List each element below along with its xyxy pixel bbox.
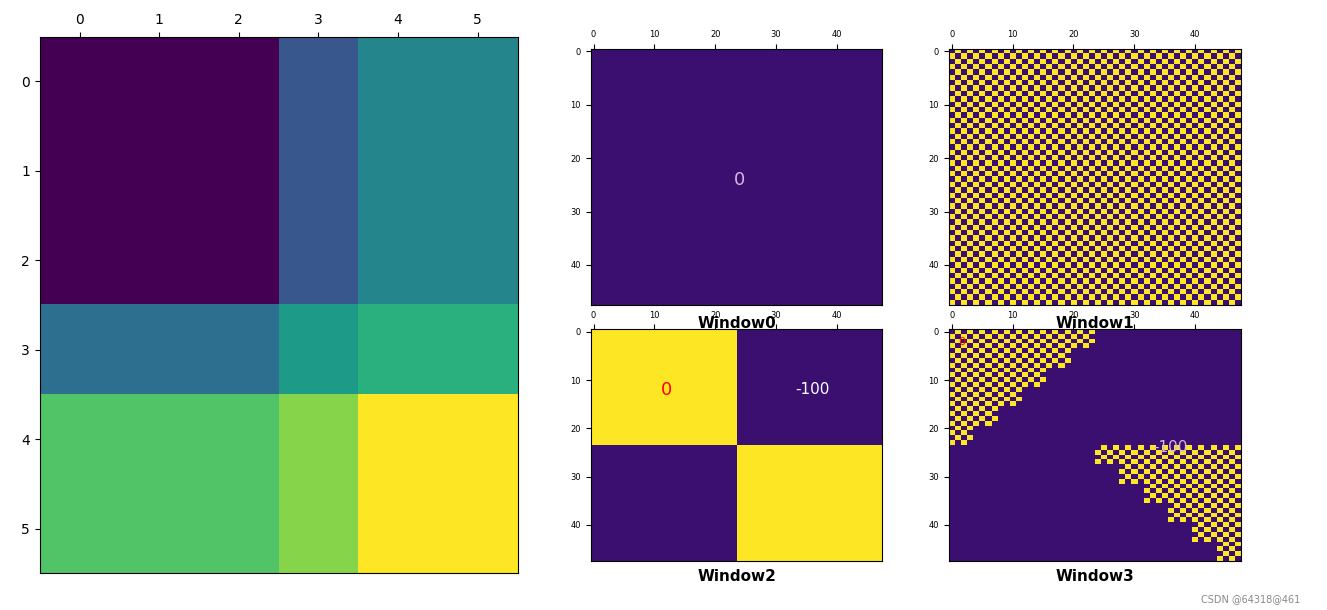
Text: -100: -100 <box>1153 440 1188 455</box>
Text: 0: 0 <box>734 171 746 188</box>
Text: 0: 0 <box>958 337 965 346</box>
Text: CSDN @64318@461: CSDN @64318@461 <box>1201 594 1300 604</box>
Text: 0: 0 <box>661 381 673 399</box>
Text: -100: -100 <box>795 382 829 397</box>
Text: Window3: Window3 <box>1055 569 1135 584</box>
Text: Window2: Window2 <box>697 569 776 584</box>
Text: Window1: Window1 <box>1055 316 1135 331</box>
Text: Window0: Window0 <box>697 316 776 331</box>
